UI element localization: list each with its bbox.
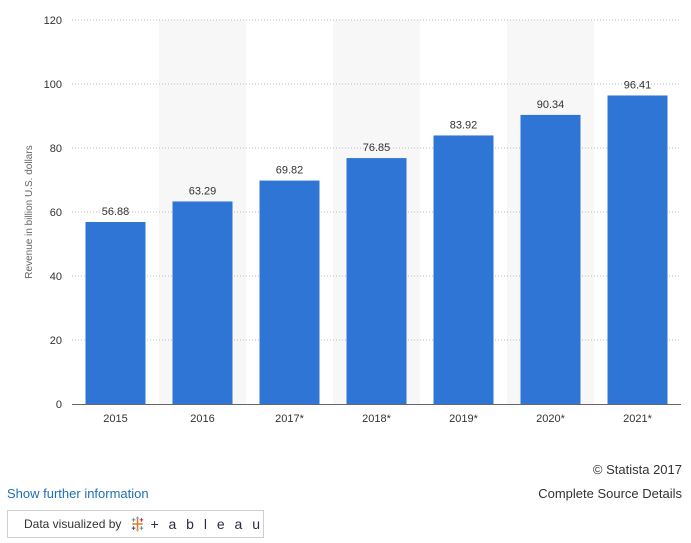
- x-tick-label: 2019*: [449, 413, 478, 425]
- copyright-text: © Statista 2017: [592, 462, 682, 477]
- y-tick-label: 120: [44, 15, 62, 27]
- data-labels: 56.88 63.29 69.82 76.85 83.92 90.34 96.41: [102, 79, 652, 217]
- data-label: 63.29: [189, 185, 217, 197]
- data-label: 96.41: [624, 79, 652, 91]
- data-label: 90.34: [537, 99, 565, 111]
- tableau-wordmark: + a b l e a u: [150, 516, 263, 532]
- bar: [607, 95, 668, 404]
- data-label: 83.92: [450, 119, 478, 131]
- y-tick-label: 60: [50, 207, 62, 219]
- bar: [433, 135, 494, 404]
- y-axis-ticks: 0 20 40 60 80 100 120: [44, 15, 62, 411]
- x-tick-label: 2020*: [536, 413, 565, 425]
- complete-source-details-link[interactable]: Complete Source Details: [538, 486, 682, 501]
- bar-chart: 0 20 40 60 80 100 120 56.88 63.29 69.82 76.85 83.9…: [24, 15, 681, 425]
- bar: [85, 221, 146, 404]
- y-tick-label: 100: [44, 79, 62, 91]
- x-tick-label: 2021*: [623, 413, 652, 425]
- x-axis-ticks: 2015 2016 2017* 2018* 2019* 2020* 2021*: [103, 413, 652, 425]
- data-label: 56.88: [102, 206, 130, 218]
- x-tick-label: 2017*: [275, 413, 304, 425]
- y-tick-label: 20: [50, 335, 62, 347]
- y-axis-label: Revenue in billion U.S. dollars: [24, 145, 35, 278]
- bars: [85, 95, 668, 405]
- x-tick-label: 2018*: [362, 413, 391, 425]
- x-tick-label: 2016: [190, 413, 214, 425]
- bar: [520, 114, 581, 405]
- tableau-badge[interactable]: Data visualized by + a b l e a u: [7, 510, 264, 538]
- tableau-logo-icon: [132, 516, 144, 532]
- bar: [259, 180, 320, 404]
- data-visualized-by-text: Data visualized by: [24, 517, 122, 531]
- show-further-information-link[interactable]: Show further information: [7, 486, 149, 501]
- x-tick-label: 2015: [103, 413, 127, 425]
- y-tick-label: 80: [50, 143, 62, 155]
- bar: [172, 201, 233, 404]
- data-label: 69.82: [276, 165, 304, 177]
- data-label: 76.85: [363, 142, 391, 154]
- bar: [346, 158, 407, 404]
- y-tick-label: 0: [56, 399, 62, 411]
- y-tick-label: 40: [50, 271, 62, 283]
